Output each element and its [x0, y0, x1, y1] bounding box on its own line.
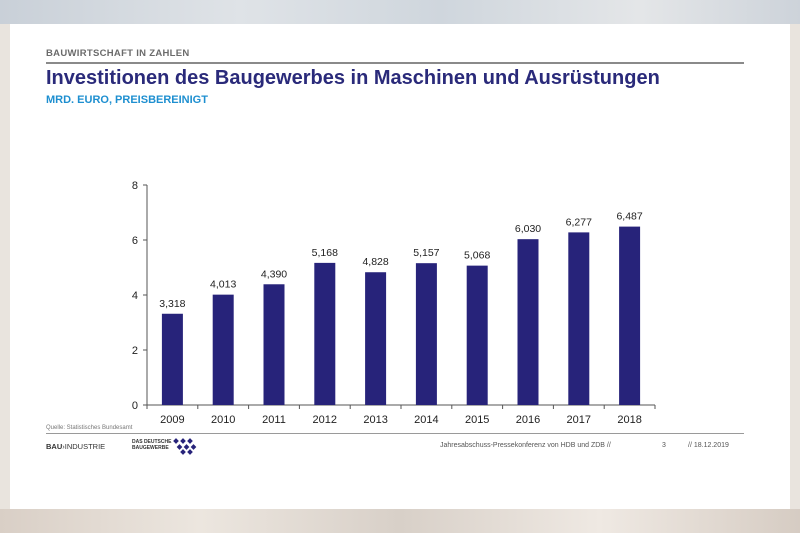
background-top — [0, 0, 800, 24]
page-title: Investitionen des Baugewerbes in Maschin… — [46, 67, 660, 89]
section-label: BAUWIRTSCHAFT IN ZAHLEN — [46, 48, 190, 59]
bar — [212, 294, 234, 405]
bar — [517, 239, 539, 405]
header-divider — [46, 62, 744, 64]
x-tick-label: 2015 — [465, 414, 489, 426]
logo-bau-rest: INDUSTRIE — [64, 442, 106, 451]
bar — [314, 262, 336, 405]
y-tick-label: 0 — [132, 400, 138, 412]
bar-value-label: 4,828 — [362, 256, 388, 268]
bar-value-label: 4,390 — [261, 268, 287, 280]
x-tick-label: 2011 — [262, 414, 286, 426]
page-subtitle: MRD. EURO, PREISBEREINIGT — [46, 94, 208, 106]
x-tick-label: 2014 — [414, 414, 438, 426]
footer-date: // 18.12.2019 — [688, 442, 729, 449]
footer-divider — [46, 433, 744, 434]
page-number: 3 — [662, 442, 666, 449]
x-tick-label: 2017 — [567, 414, 591, 426]
bar — [415, 263, 437, 405]
zdb-logo: DAS DEUTSCHE BAUGEWERBE — [132, 437, 202, 457]
y-tick-label: 8 — [132, 180, 138, 192]
logo-arrow-icon: › — [62, 442, 65, 451]
x-tick-label: 2010 — [211, 414, 235, 426]
source-note: Quelle: Statistisches Bundesamt — [46, 425, 133, 431]
bar — [619, 226, 641, 405]
bar — [161, 313, 183, 405]
zdb-logo-text: DAS DEUTSCHE BAUGEWERBE — [132, 439, 171, 451]
logo-bau-strong: BAU — [46, 442, 63, 451]
slide — [10, 24, 790, 509]
x-tick-label: 2016 — [516, 414, 540, 426]
bauindustrie-logo: BAU›INDUSTRIE — [46, 442, 105, 451]
bar-value-label: 5,157 — [413, 247, 439, 259]
x-tick-label: 2009 — [160, 414, 184, 426]
bar-value-label: 5,068 — [464, 250, 490, 262]
bar — [466, 265, 488, 405]
bar-chart: 0 2 4 6 8 3,318 2009 4,013 2010 4,390 2011 5,168 201… — [132, 180, 656, 426]
zdb-mark-icon — [173, 438, 197, 455]
zdb-logo-line1: DAS DEUTSCHE — [132, 439, 172, 445]
footer-conference: Jahresabschuss-Pressekonferenz von HDB u… — [440, 442, 611, 449]
bar-value-label: 3,318 — [159, 298, 185, 310]
zdb-logo-line2: BAUGEWERBE — [132, 445, 169, 451]
x-tick-label: 2013 — [363, 414, 387, 426]
x-tick-label: 2012 — [313, 414, 337, 426]
bar-value-label: 4,013 — [210, 279, 236, 291]
background-bottom — [0, 509, 800, 533]
bar — [365, 272, 387, 405]
bar-value-label: 6,030 — [515, 223, 541, 235]
bar — [568, 232, 590, 405]
y-tick-label: 2 — [132, 345, 138, 357]
bar-value-label: 5,168 — [312, 247, 338, 259]
bar-value-label: 6,277 — [566, 216, 592, 228]
bar — [263, 284, 285, 405]
bar-value-label: 6,487 — [616, 211, 642, 223]
y-tick-label: 4 — [132, 290, 138, 302]
y-tick-label: 6 — [132, 235, 138, 247]
x-tick-label: 2018 — [617, 414, 641, 426]
